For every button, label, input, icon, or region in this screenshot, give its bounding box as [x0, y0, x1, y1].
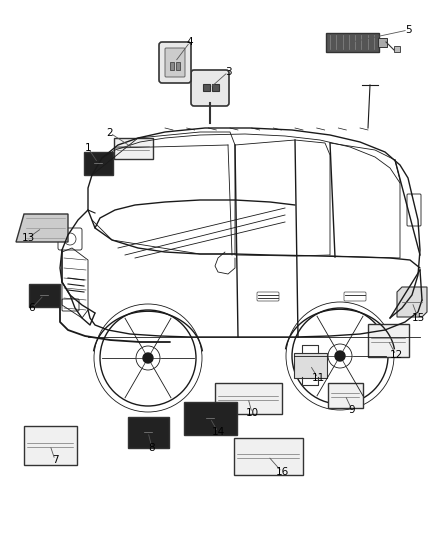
Text: 7: 7: [52, 455, 58, 465]
FancyBboxPatch shape: [24, 425, 77, 464]
Text: 1: 1: [85, 143, 91, 153]
Text: 12: 12: [389, 350, 403, 360]
FancyBboxPatch shape: [325, 33, 378, 52]
Text: 4: 4: [187, 37, 193, 47]
FancyBboxPatch shape: [344, 292, 366, 301]
FancyBboxPatch shape: [58, 228, 82, 250]
Text: 14: 14: [212, 427, 225, 437]
Text: 8: 8: [148, 443, 155, 453]
FancyBboxPatch shape: [257, 292, 279, 301]
Text: 3: 3: [225, 67, 231, 77]
FancyBboxPatch shape: [127, 416, 169, 448]
Polygon shape: [16, 214, 68, 242]
Text: 2: 2: [107, 128, 113, 138]
Circle shape: [143, 353, 153, 363]
FancyBboxPatch shape: [62, 299, 79, 311]
FancyBboxPatch shape: [184, 401, 237, 434]
Text: 6: 6: [28, 303, 35, 313]
FancyBboxPatch shape: [191, 70, 229, 106]
Polygon shape: [397, 287, 427, 317]
FancyBboxPatch shape: [212, 84, 219, 91]
FancyBboxPatch shape: [170, 62, 174, 70]
Circle shape: [335, 351, 345, 361]
FancyBboxPatch shape: [367, 324, 409, 357]
FancyBboxPatch shape: [113, 138, 152, 158]
FancyBboxPatch shape: [159, 42, 191, 83]
FancyBboxPatch shape: [215, 383, 282, 414]
FancyBboxPatch shape: [394, 46, 400, 52]
FancyBboxPatch shape: [84, 151, 113, 174]
FancyBboxPatch shape: [293, 352, 326, 377]
Text: 11: 11: [311, 373, 325, 383]
Text: 13: 13: [21, 233, 35, 243]
Text: 15: 15: [411, 313, 424, 323]
FancyBboxPatch shape: [28, 284, 60, 306]
Text: 9: 9: [349, 405, 355, 415]
FancyBboxPatch shape: [328, 383, 363, 408]
FancyBboxPatch shape: [176, 62, 180, 70]
FancyBboxPatch shape: [203, 84, 210, 91]
FancyBboxPatch shape: [165, 48, 185, 77]
FancyBboxPatch shape: [407, 194, 421, 226]
Text: 10: 10: [245, 408, 258, 418]
Text: 5: 5: [405, 25, 411, 35]
Text: 16: 16: [276, 467, 289, 477]
FancyBboxPatch shape: [233, 438, 303, 474]
FancyBboxPatch shape: [378, 37, 386, 46]
